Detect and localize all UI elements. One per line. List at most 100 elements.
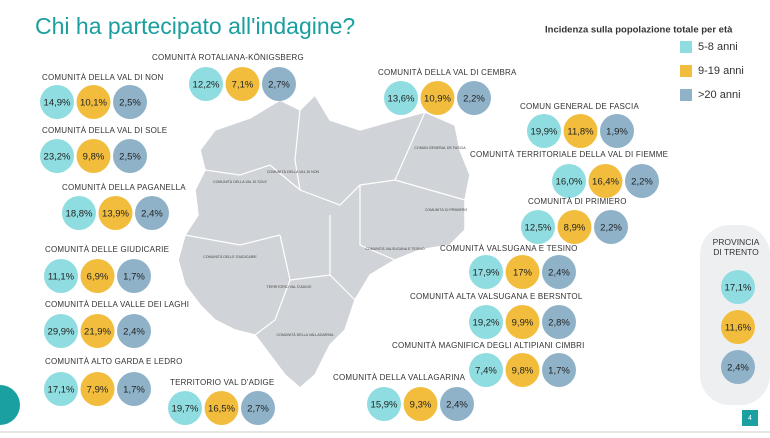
- value-circle: [40, 139, 74, 173]
- value-circle: [113, 139, 147, 173]
- value-circle: [420, 81, 455, 115]
- legend-swatch: [680, 89, 692, 101]
- value-circle: [40, 85, 74, 119]
- value-label: 11,8%: [567, 127, 594, 138]
- value-circle: [721, 350, 755, 384]
- value-label: 19,2%: [473, 318, 500, 329]
- map-label: COMUN GENERAL DE FASCIA: [414, 146, 466, 150]
- value-label: 19,9%: [531, 127, 558, 138]
- value-label: 10,9%: [424, 94, 451, 105]
- value-circle: [76, 139, 111, 173]
- value-label: 2,5%: [119, 152, 141, 163]
- value-circle: [505, 305, 540, 339]
- community-name: COMUNITÀ DELLA PAGANELLA: [62, 183, 186, 192]
- map-label: COMUNITÀ DELLA VAL DI SOLE: [213, 180, 268, 184]
- value-circle: [527, 114, 561, 148]
- value-circle: [403, 387, 438, 421]
- value-label: 2,7%: [268, 80, 290, 91]
- community-name: COMUNITÀ VALSUGANA E TESINO: [440, 244, 578, 253]
- value-circle: [505, 353, 540, 387]
- value-label: 7,4%: [475, 366, 497, 377]
- legend-title: Incidenza sulla popolazione totale per e…: [545, 25, 733, 36]
- community-name: COMUNITÀ ALTO GARDA E LEDRO: [45, 357, 183, 366]
- value-label: 7,1%: [232, 80, 254, 91]
- value-label: 2,5%: [119, 98, 141, 109]
- value-label: 16,4%: [592, 177, 619, 188]
- map-borders: [184, 109, 466, 336]
- community-name: COMUNITÀ MAGNIFICA DEGLI ALTIPIANI CIMBR…: [392, 341, 585, 350]
- value-circle: [225, 67, 260, 101]
- value-label: 12,2%: [193, 80, 220, 91]
- value-label: 8,9%: [564, 223, 586, 234]
- value-circle: [135, 196, 169, 230]
- community-name: COMUNITÀ DELLA VAL DI SOLE: [42, 126, 167, 135]
- value-label: 17,1%: [48, 385, 75, 396]
- community-name: COMUNITÀ DELLA VALLE DEI LAGHI: [45, 300, 189, 309]
- value-label: 1,9%: [606, 127, 628, 138]
- value-label: 1,7%: [123, 385, 145, 396]
- legend-swatch: [680, 41, 692, 53]
- value-circle: [76, 85, 111, 119]
- value-circle: [588, 164, 623, 198]
- value-circle: [62, 196, 96, 230]
- value-circle: [542, 353, 576, 387]
- value-label: 16,0%: [556, 177, 583, 188]
- map-label: COMUNITÀ VALSUGANA E TESINO: [365, 247, 425, 251]
- map-label: COMUNITÀ DELLA VAL DI NON: [267, 170, 320, 174]
- value-label: 1,7%: [548, 366, 570, 377]
- value-circle: [542, 305, 576, 339]
- value-label: 9,3%: [410, 400, 432, 411]
- province-label: PROVINCIA DI TRENTO: [713, 237, 760, 257]
- value-label: 9,8%: [512, 366, 534, 377]
- value-circle: [542, 255, 576, 289]
- community-name: COMUNITÀ DELLE GIUDICARIE: [45, 245, 169, 254]
- value-circle: [44, 372, 78, 406]
- value-circle: [600, 114, 634, 148]
- legend-swatch: [680, 65, 692, 77]
- community-name: COMUNITÀ DELLA VALLAGARINA: [333, 373, 466, 382]
- value-label: 18,8%: [66, 209, 93, 220]
- value-circle: [594, 210, 628, 244]
- value-label: 19,7%: [172, 404, 199, 415]
- value-circle: [113, 85, 147, 119]
- value-label: 11,1%: [48, 272, 75, 283]
- community-name: COMUNITÀ TERRITORIALE DELLA VAL DI FIEMM…: [470, 150, 668, 159]
- map-label: COMUNITÀ DELLA VALLAGARINA: [276, 333, 334, 337]
- value-circle: [44, 259, 78, 293]
- value-label: 9,9%: [512, 318, 534, 329]
- value-circle: [189, 67, 223, 101]
- value-label: 17%: [513, 268, 533, 279]
- value-circle: [117, 259, 151, 293]
- value-circle: [117, 372, 151, 406]
- value-circle: [557, 210, 592, 244]
- value-circle: [80, 259, 115, 293]
- value-circle: [241, 391, 275, 425]
- value-label: 2,4%: [548, 268, 570, 279]
- value-label: 14,9%: [44, 98, 71, 109]
- value-circle: [168, 391, 202, 425]
- value-circle: [457, 81, 491, 115]
- value-label: 23,2%: [44, 152, 71, 163]
- value-label: 10,1%: [80, 98, 107, 109]
- map-label: COMUNITÀ DI PRIMIERO: [425, 208, 468, 212]
- map-label: COMUNITÀ DELLE GIUDICARIE: [203, 255, 257, 259]
- value-label: 2,4%: [727, 363, 749, 374]
- value-label: 2,7%: [247, 404, 269, 415]
- community-name: COMUNITÀ ROTALIANA-KÖNIGSBERG: [152, 53, 304, 62]
- value-label: 21,9%: [84, 327, 111, 338]
- value-label: 2,4%: [446, 400, 468, 411]
- community-name: COMUNITÀ DI PRIMIERO: [528, 197, 627, 206]
- page-box: [742, 410, 758, 426]
- legend-label: >20 anni: [698, 89, 741, 101]
- value-label: 17,1%: [725, 283, 752, 294]
- map-label: TERRITORIO VAL D'ADIGE: [267, 285, 313, 289]
- value-label: 12,5%: [525, 223, 552, 234]
- value-circle: [521, 210, 555, 244]
- page-number: 4: [748, 415, 752, 422]
- value-circle: [367, 387, 401, 421]
- value-label: 6,9%: [87, 272, 109, 283]
- value-label: 1,7%: [123, 272, 145, 283]
- value-label: 29,9%: [48, 327, 75, 338]
- value-circle: [721, 310, 755, 344]
